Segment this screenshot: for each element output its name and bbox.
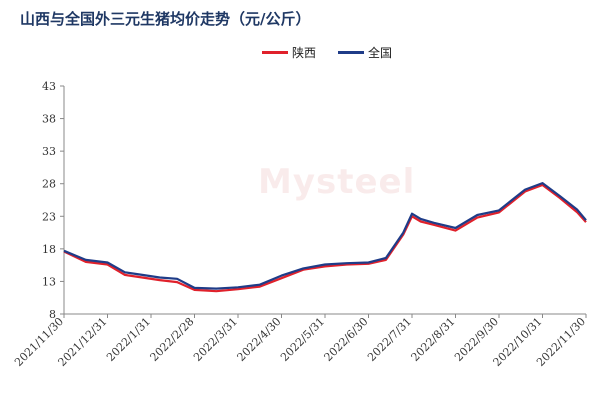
x-tick-label: 2022/8/31: [409, 315, 458, 364]
y-tick-label: 13: [42, 275, 56, 288]
legend-item-national: 全国: [338, 44, 392, 61]
x-tick-label: 2022/5/31: [278, 315, 327, 364]
y-tick-label: 43: [42, 80, 56, 93]
x-tick-label: 2022/7/31: [365, 315, 414, 364]
legend-label-national: 全国: [368, 46, 393, 60]
x-tick-label: 2022/1/31: [104, 315, 153, 364]
legend-label-shaanxi: 陕西: [292, 46, 317, 60]
legend-item-shaanxi: 陕西: [262, 44, 316, 61]
y-tick-label: 18: [42, 243, 56, 256]
series-line-shaanxi: [63, 183, 587, 293]
y-tick-label: 23: [42, 210, 56, 223]
x-tick-label: 2022/3/31: [191, 315, 240, 364]
watermark: Mysteel: [258, 162, 416, 202]
y-tick-label: 8: [49, 308, 56, 321]
x-tick-label: 2022/4/30: [235, 315, 284, 364]
x-tick-label: 2022/2/28: [148, 315, 197, 364]
y-tick-label: 28: [42, 178, 56, 191]
series-line-national: [63, 182, 587, 290]
legend-swatch-national: [338, 51, 365, 54]
y-tick-label: 33: [42, 145, 56, 158]
chart-legend: 陕西 全国: [262, 44, 392, 61]
x-tick-label: 2022/6/30: [322, 315, 371, 364]
y-tick-label: 38: [42, 113, 56, 126]
chart-title: 山西与全国外三元生猪均价走势（元/公斤）: [20, 10, 311, 28]
legend-swatch-shaanxi: [262, 51, 288, 54]
